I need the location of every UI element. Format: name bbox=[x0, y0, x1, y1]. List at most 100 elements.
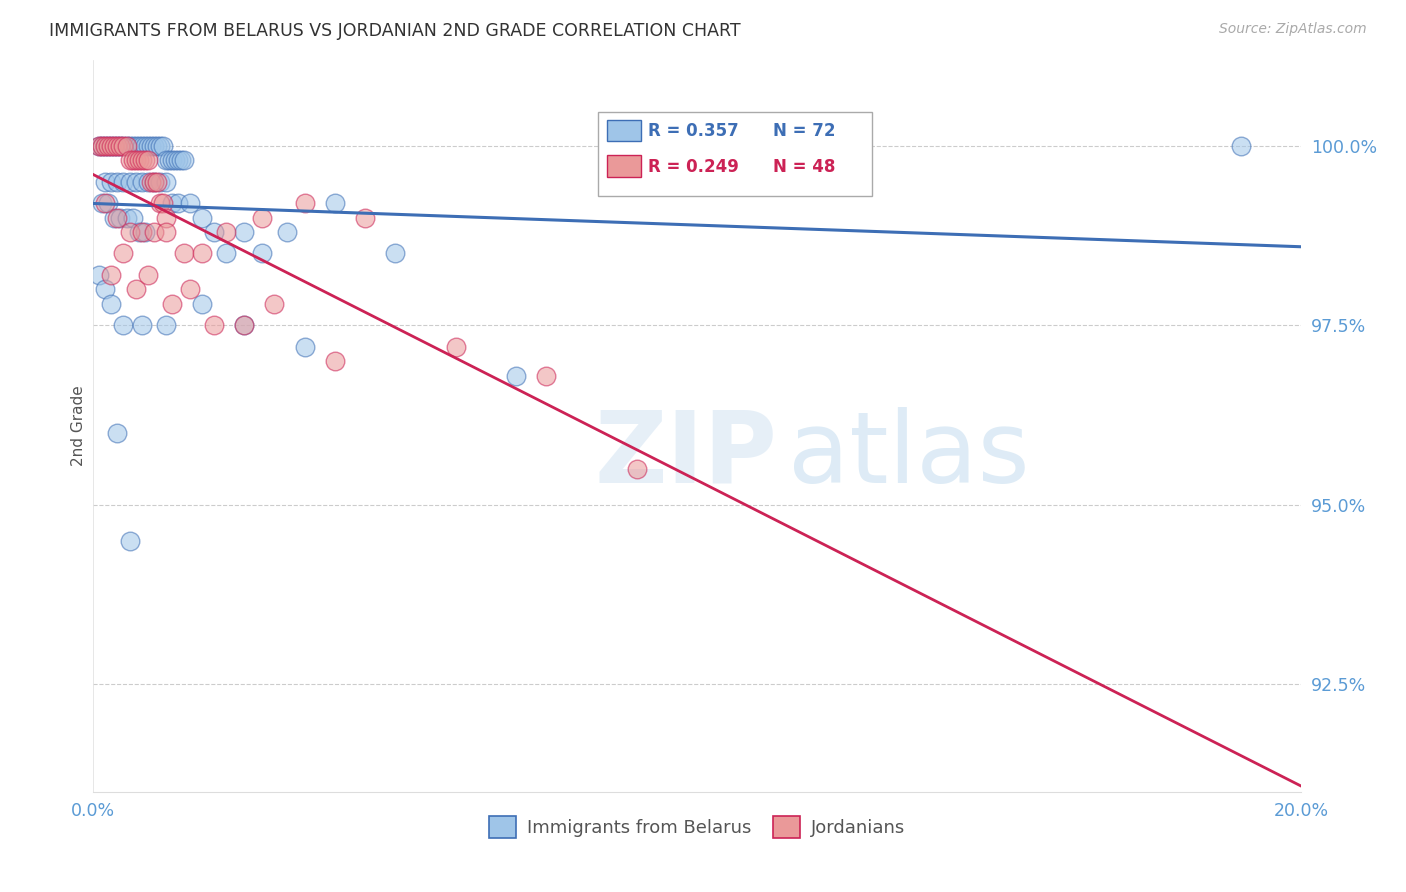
Point bbox=[215, 246, 238, 260]
Point bbox=[152, 138, 174, 153]
Point bbox=[157, 153, 180, 168]
Point bbox=[1229, 138, 1251, 153]
Point bbox=[142, 175, 165, 189]
Point bbox=[124, 153, 146, 168]
Text: IMMIGRANTS FROM BELARUS VS JORDANIAN 2ND GRADE CORRELATION CHART: IMMIGRANTS FROM BELARUS VS JORDANIAN 2ND… bbox=[49, 22, 741, 40]
Point bbox=[128, 225, 150, 239]
Point bbox=[94, 138, 117, 153]
Point bbox=[136, 175, 159, 189]
Point bbox=[124, 282, 146, 296]
Point bbox=[179, 196, 201, 211]
Point bbox=[110, 211, 132, 225]
Point bbox=[134, 138, 156, 153]
Point bbox=[115, 138, 138, 153]
Point bbox=[233, 318, 256, 333]
Point bbox=[124, 138, 146, 153]
Point bbox=[294, 196, 316, 211]
Point bbox=[97, 196, 120, 211]
Point bbox=[139, 175, 162, 189]
Point bbox=[118, 153, 141, 168]
Point bbox=[155, 153, 177, 168]
Point bbox=[118, 175, 141, 189]
Point bbox=[149, 196, 172, 211]
Point bbox=[534, 368, 557, 383]
Point bbox=[252, 246, 274, 260]
Point bbox=[626, 462, 648, 476]
Point bbox=[115, 211, 138, 225]
Point bbox=[191, 246, 214, 260]
Point bbox=[110, 138, 132, 153]
Point bbox=[505, 368, 527, 383]
Point bbox=[444, 340, 467, 354]
Point bbox=[94, 175, 117, 189]
Point bbox=[155, 318, 177, 333]
Point bbox=[112, 138, 135, 153]
Text: R = 0.249: R = 0.249 bbox=[648, 158, 740, 176]
Point bbox=[134, 153, 156, 168]
Point bbox=[128, 153, 150, 168]
Point bbox=[118, 138, 141, 153]
Point bbox=[166, 153, 188, 168]
Point bbox=[173, 246, 195, 260]
Point bbox=[94, 138, 117, 153]
Text: ZIP: ZIP bbox=[595, 407, 778, 504]
Point bbox=[136, 268, 159, 282]
Point bbox=[131, 138, 153, 153]
Point bbox=[155, 175, 177, 189]
Point bbox=[100, 138, 122, 153]
Point bbox=[89, 138, 111, 153]
Point bbox=[124, 175, 146, 189]
Point bbox=[103, 211, 125, 225]
Point bbox=[91, 138, 114, 153]
Point bbox=[233, 225, 256, 239]
Point bbox=[94, 282, 117, 296]
Point bbox=[160, 296, 183, 310]
Point bbox=[252, 211, 274, 225]
Text: atlas: atlas bbox=[787, 407, 1029, 504]
Point bbox=[118, 225, 141, 239]
Point bbox=[160, 153, 183, 168]
Point bbox=[112, 318, 135, 333]
Text: Source: ZipAtlas.com: Source: ZipAtlas.com bbox=[1219, 22, 1367, 37]
Point bbox=[233, 318, 256, 333]
Point bbox=[136, 153, 159, 168]
Point bbox=[163, 153, 186, 168]
Point bbox=[202, 318, 225, 333]
Point bbox=[103, 138, 125, 153]
Point bbox=[173, 153, 195, 168]
Point bbox=[107, 175, 129, 189]
Point bbox=[112, 246, 135, 260]
Point bbox=[136, 138, 159, 153]
Point bbox=[142, 138, 165, 153]
Point bbox=[112, 175, 135, 189]
Point bbox=[118, 533, 141, 548]
Point bbox=[107, 425, 129, 440]
Point bbox=[323, 354, 346, 368]
Point bbox=[166, 196, 188, 211]
Point bbox=[89, 138, 111, 153]
Point bbox=[134, 225, 156, 239]
Point bbox=[149, 138, 172, 153]
Point bbox=[94, 196, 117, 211]
Point bbox=[103, 138, 125, 153]
Point bbox=[107, 211, 129, 225]
Point bbox=[191, 211, 214, 225]
Point bbox=[131, 175, 153, 189]
Point bbox=[131, 225, 153, 239]
Point bbox=[121, 211, 143, 225]
Point bbox=[354, 211, 377, 225]
Point bbox=[294, 340, 316, 354]
Point bbox=[149, 175, 172, 189]
Y-axis label: 2nd Grade: 2nd Grade bbox=[72, 385, 86, 467]
Point bbox=[110, 138, 132, 153]
Point bbox=[191, 296, 214, 310]
Point bbox=[128, 138, 150, 153]
Point bbox=[139, 138, 162, 153]
Point bbox=[112, 138, 135, 153]
Point bbox=[155, 211, 177, 225]
Point bbox=[131, 318, 153, 333]
Point bbox=[170, 153, 193, 168]
Legend: Immigrants from Belarus, Jordanians: Immigrants from Belarus, Jordanians bbox=[482, 809, 912, 846]
Point bbox=[215, 225, 238, 239]
Point bbox=[107, 138, 129, 153]
